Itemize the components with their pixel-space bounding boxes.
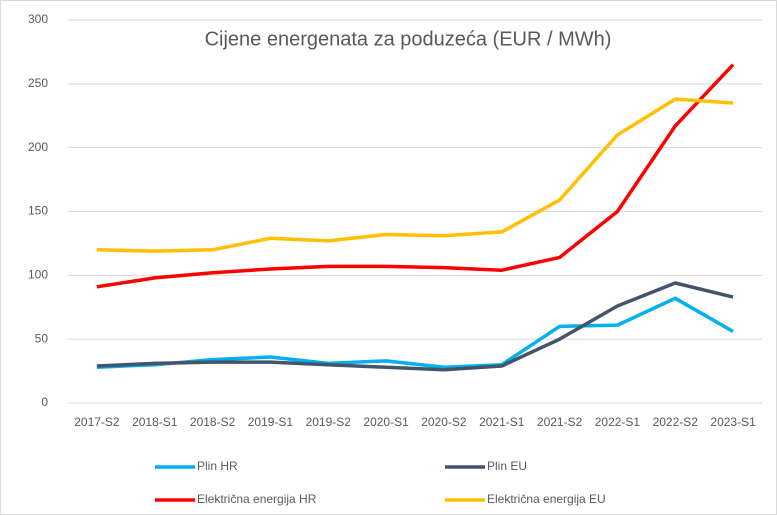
y-tick-label: 200	[28, 140, 48, 154]
series-line	[96, 296, 734, 370]
x-tick-label: 2023-S1	[710, 415, 756, 429]
x-tick-label: 2022-S2	[653, 415, 699, 429]
x-tick-label: 2022-S1	[595, 415, 641, 429]
y-tick-label: 50	[35, 331, 49, 345]
legend-label: Plin HR	[197, 459, 238, 473]
y-tick-label: 150	[28, 204, 48, 218]
x-tick-label: 2018-S2	[190, 415, 236, 429]
legend-label: Električna energija EU	[487, 492, 606, 506]
chart-title: Cijene energenata za poduzeća (EUR / MWh…	[205, 28, 612, 50]
x-tick-label: 2019-S1	[248, 415, 294, 429]
x-tick-label: 2021-S1	[479, 415, 525, 429]
series-line	[96, 63, 735, 289]
y-tick-label: 100	[28, 268, 48, 282]
x-tick-label: 2018-S1	[132, 415, 178, 429]
legend-label: Plin EU	[487, 459, 527, 473]
x-tick-label: 2017-S2	[74, 415, 120, 429]
series-line	[96, 281, 734, 372]
series-line	[96, 97, 734, 253]
x-tick-label: 2021-S2	[537, 415, 583, 429]
legend-label: Električna energija HR	[197, 492, 317, 506]
x-tick-label: 2020-S2	[421, 415, 467, 429]
y-tick-label: 300	[28, 12, 48, 26]
x-tick-label: 2020-S1	[363, 415, 409, 429]
x-tick-label: 2019-S2	[306, 415, 352, 429]
y-tick-label: 250	[28, 76, 48, 90]
y-tick-label: 0	[41, 395, 48, 409]
